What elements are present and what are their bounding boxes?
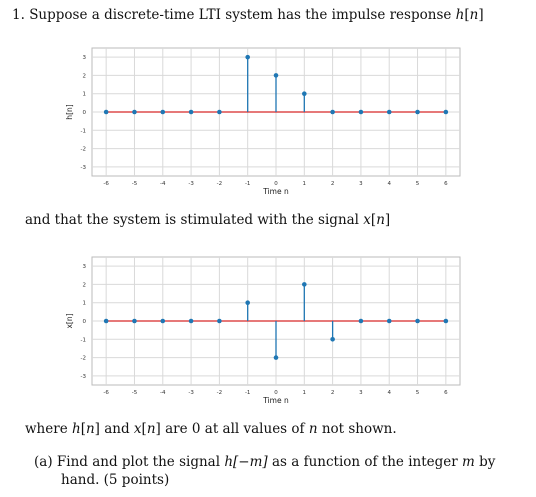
stem-marker	[302, 91, 307, 97]
y-tick-label: 3	[83, 264, 87, 270]
x-tick-label: 3	[359, 181, 363, 187]
y-tick-label: -3	[81, 165, 87, 171]
stem-marker	[132, 318, 137, 324]
stem-marker	[415, 109, 420, 115]
x-tick-label: 6	[444, 181, 448, 187]
stem-marker	[245, 300, 250, 306]
y-tick-label: 1	[83, 92, 87, 98]
y-tick-label: 0	[83, 319, 87, 325]
part-a-line2: hand. (5 points)	[61, 472, 170, 488]
x-tick-label: 5	[416, 181, 420, 187]
x-tick-label: -3	[188, 181, 194, 187]
stem-marker	[386, 318, 392, 324]
stem-marker	[358, 109, 364, 115]
y-tick-label: -2	[81, 147, 86, 153]
y-tick-label: 0	[83, 110, 87, 116]
y-axis-label: x[n]	[65, 313, 74, 328]
problem-number: 1.	[12, 7, 25, 23]
stem-marker	[188, 109, 194, 115]
problem-statement: 1. Suppose a discrete-time LTI system ha…	[12, 7, 484, 23]
stem-marker	[415, 318, 420, 324]
y-axis-label: h[n]	[65, 104, 74, 119]
part-a-line1: (a) Find and plot the signal h[−m] as a …	[34, 454, 496, 470]
stem-marker	[103, 109, 109, 115]
x-tick-label: 4	[387, 390, 391, 396]
impulse-response-plot: -6 -5 -4 -3 -2 -1 0 1 2 3 4 5 6 -3 -2 -1 0 1 2 3 Time n h[n]	[62, 44, 474, 206]
x-tick-label: 2	[331, 390, 335, 396]
x-tick-label: -5	[132, 390, 138, 396]
x-tick-label: -5	[132, 181, 138, 187]
stem-marker	[132, 109, 137, 115]
x-tick-label: 0	[274, 390, 278, 396]
stem-marker	[273, 355, 279, 360]
stem-marker	[103, 318, 109, 324]
stem-marker	[273, 73, 279, 78]
stem-marker	[188, 318, 194, 324]
y-tick-label: 2	[83, 73, 87, 79]
y-tick-label: 1	[83, 301, 87, 307]
x-tick-label: 1	[303, 181, 307, 187]
x-tick-label: -2	[217, 181, 222, 187]
x-tick-label: -3	[188, 390, 194, 396]
x-axis-label: Time n	[262, 187, 289, 196]
x-tick-label: 2	[331, 181, 335, 187]
x-tick-label: 5	[416, 390, 420, 396]
stem-marker	[160, 318, 166, 324]
stem-marker	[358, 318, 364, 324]
y-tick-label: -1	[81, 337, 86, 343]
y-tick-label: 2	[83, 282, 87, 288]
x-tick-label: 1	[303, 390, 307, 396]
stem-marker	[302, 282, 307, 287]
part-a-label: (a)	[34, 454, 53, 470]
stem-marker	[217, 318, 222, 324]
y-tick-label: 3	[83, 55, 87, 61]
y-tick-label: -1	[81, 128, 86, 134]
x-tick-label: -1	[245, 390, 250, 396]
stem-marker	[217, 109, 222, 115]
intro-text: Suppose a discrete-time LTI system has t…	[29, 7, 456, 23]
x-tick-label: -1	[245, 181, 250, 187]
x-tick-label: 4	[387, 181, 391, 187]
input-signal-chart: -6 -5 -4 -3 -2 -1 0 1 2 3 4 5 6 -3 -2 -1 0 1 2 3 Time n x[n]	[65, 256, 461, 405]
x-tick-label: -4	[160, 181, 166, 187]
stimulus-statement: and that the system is stimulated with t…	[25, 212, 391, 228]
stem-marker	[443, 318, 449, 324]
y-tick-label: -3	[81, 374, 87, 380]
input-signal-plot: -6 -5 -4 -3 -2 -1 0 1 2 3 4 5 6 -3 -2 -1 0 1 2 3 Time n x[n]	[62, 253, 474, 415]
x-tick-label: 3	[359, 390, 363, 396]
y-tick-label: -2	[81, 356, 86, 362]
x-tick-label: 0	[274, 181, 278, 187]
h-symbol: h	[455, 7, 465, 23]
stem-marker	[386, 109, 392, 115]
x-tick-label: -6	[103, 181, 109, 187]
x-symbol: x	[363, 212, 371, 228]
stem-marker	[330, 109, 335, 115]
x-axis-label: Time n	[262, 396, 289, 405]
stem-marker	[330, 336, 335, 342]
where-statement: where h[n] and x[n] are 0 at all values …	[25, 421, 397, 437]
x-tick-label: -4	[160, 390, 166, 396]
stem-marker	[443, 109, 449, 115]
impulse-response-chart: -6 -5 -4 -3 -2 -1 0 1 2 3 4 5 6 -3 -2 -1 0 1 2 3 Time n h[n]	[65, 47, 461, 196]
x-tick-label: 6	[444, 390, 448, 396]
stem-marker	[160, 109, 166, 115]
x-tick-label: -2	[217, 390, 222, 396]
x-tick-label: -6	[103, 390, 109, 396]
stem-marker	[245, 54, 250, 60]
